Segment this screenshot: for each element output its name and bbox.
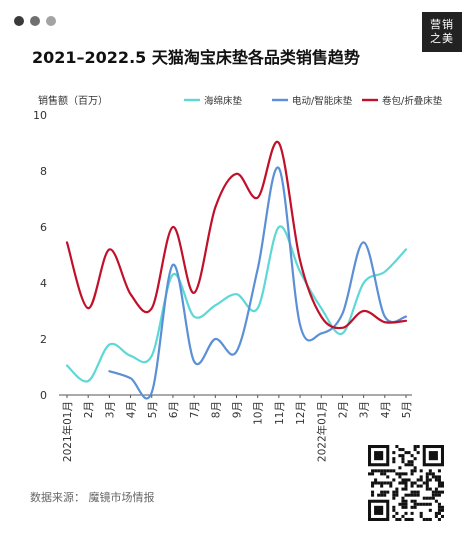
x-tick-label: 2月 bbox=[83, 401, 95, 418]
y-axis-label: 销售额（百万） bbox=[38, 94, 108, 107]
y-axis: 0 2 4 6 8 10 bbox=[33, 109, 47, 402]
x-tick-label: 12月 bbox=[295, 401, 307, 425]
x-tick-label: 4月 bbox=[380, 401, 392, 418]
window-controls bbox=[14, 16, 56, 26]
x-tick-label: 3月 bbox=[104, 401, 116, 418]
x-tick-label: 5月 bbox=[147, 401, 159, 418]
x-tick-label: 11月 bbox=[274, 401, 286, 425]
x-tick-label: 2022年01月 bbox=[315, 401, 328, 462]
x-tick-label: 2月 bbox=[337, 401, 349, 418]
y-tick-label: 8 bbox=[40, 165, 47, 178]
y-tick-label: 6 bbox=[40, 221, 47, 234]
dot-2 bbox=[30, 16, 40, 26]
brand-logo: 营销 之美 bbox=[422, 12, 462, 52]
y-tick-label: 2 bbox=[40, 333, 47, 346]
qr-code-icon[interactable] bbox=[368, 445, 444, 521]
x-tick-label: 6月 bbox=[168, 401, 180, 418]
data-source: 数据来源： 魔镜市场情报 bbox=[30, 491, 155, 504]
series-line-3 bbox=[65, 140, 408, 330]
logo-line-2: 之美 bbox=[430, 32, 454, 45]
x-tick-label: 2021年01月 bbox=[61, 401, 74, 462]
series-line-1 bbox=[65, 225, 408, 383]
x-tick-label: 7月 bbox=[189, 401, 201, 418]
x-tick-label: 8月 bbox=[210, 401, 222, 418]
x-tick-label: 4月 bbox=[126, 401, 138, 418]
series-lines bbox=[65, 140, 408, 400]
x-tick-label: 9月 bbox=[232, 401, 244, 418]
y-tick-label: 4 bbox=[40, 277, 47, 290]
dot-1 bbox=[14, 16, 24, 26]
legend-label: 海绵床垫 bbox=[204, 95, 243, 107]
dot-3 bbox=[46, 16, 56, 26]
chart-title: 2021–2022.5 天猫淘宝床垫各品类销售趋势 bbox=[32, 48, 360, 67]
x-axis: 2021年01月 2月 3月 4月 5月 6月 7月 8月 9月 10月 11月 12月 2022年01… bbox=[61, 395, 413, 462]
y-tick-label: 0 bbox=[40, 389, 47, 402]
series-line-2 bbox=[108, 166, 408, 400]
x-tick-label: 5月 bbox=[401, 401, 413, 418]
legend-label: 卷包/折叠床垫 bbox=[382, 95, 443, 107]
x-tick-label: 10月 bbox=[253, 401, 265, 425]
y-tick-label: 10 bbox=[33, 109, 47, 122]
legend-label: 电动/智能床垫 bbox=[292, 95, 353, 107]
legend: 海绵床垫 电动/智能床垫 卷包/折叠床垫 bbox=[184, 95, 443, 107]
logo-line-1: 营销 bbox=[430, 18, 454, 31]
x-tick-label: 3月 bbox=[359, 401, 371, 418]
